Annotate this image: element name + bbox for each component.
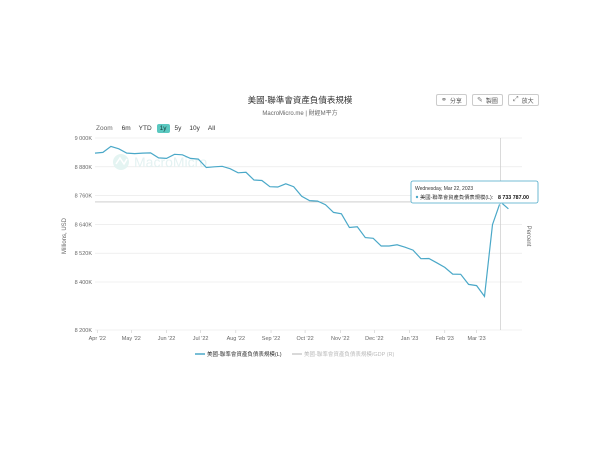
watermark: MacroMicro xyxy=(113,154,207,170)
zoom-selector: Zoom 6m YTD 1y 5y 10y All xyxy=(96,124,218,133)
expand-label: 放大 xyxy=(521,98,534,105)
y-tick-label: 8 200K xyxy=(75,328,93,334)
pencil-icon: ✎ xyxy=(477,97,483,104)
y-tick-label: 8 880K xyxy=(75,165,93,171)
zoom-10y[interactable]: 10y xyxy=(189,125,200,132)
tooltip-dot-icon xyxy=(415,195,419,199)
right-axis-label: Percent xyxy=(525,226,531,247)
share-label: 分享 xyxy=(449,98,462,105)
y-tick-label: 8 400K xyxy=(75,280,93,286)
y-axis: 8 200K 8 400K 8 520K 8 640K 8 760K 8 880K 9 00… xyxy=(75,136,93,334)
chart-title: 美國-聯準會資產負債表規模 xyxy=(247,95,353,105)
x-axis: Apr '22 May '22 Jun '22 Jul '22 Aug '22 Sep '… xyxy=(89,330,486,342)
expand-icon: ⤢ xyxy=(513,96,519,103)
zoom-label: Zoom xyxy=(96,125,113,132)
tooltip-value: 8 733 787.00 xyxy=(498,195,529,201)
x-tick-label: Oct '22 xyxy=(296,336,313,342)
edit-chart-button[interactable]: ✎ 製圖 xyxy=(472,94,503,106)
share-icon: ⚭ xyxy=(441,97,447,104)
x-tick-label: May '22 xyxy=(122,336,141,342)
zoom-1y[interactable]: 1y xyxy=(156,124,170,133)
zoom-all[interactable]: All xyxy=(207,125,216,132)
y-tick-label: 8 760K xyxy=(75,194,93,200)
x-tick-label: Aug '22 xyxy=(227,336,245,342)
y-tick-label: 8 640K xyxy=(75,222,93,228)
x-tick-label: Nov '22 xyxy=(331,336,349,342)
y-tick-label: 9 000K xyxy=(75,136,93,142)
legend-label-series-2: 美國-聯準會資產負債表規模/GDP (R) xyxy=(304,350,395,358)
legend-item-series-2[interactable]: 美國-聯準會資產負債表規模/GDP (R) xyxy=(292,350,395,358)
y-axis-label: Millions, USD xyxy=(62,217,68,254)
tooltip: Wednesday, Mar 22, 2023 美國-聯準會資產負債表規模(L)… xyxy=(410,180,539,204)
zoom-6m[interactable]: 6m xyxy=(121,125,131,132)
watermark-logo-icon xyxy=(113,154,129,170)
y-tick-label: 8 520K xyxy=(75,251,93,257)
chart-subtitle: MacroMicro.me | 財經M平方 xyxy=(262,111,338,117)
x-tick-label: Jan '23 xyxy=(401,336,419,342)
legend-item-series-1[interactable]: 美國-聯準會資產負債表規模(L) xyxy=(195,350,282,358)
share-button[interactable]: ⚭ 分享 xyxy=(436,94,467,106)
x-tick-label: Jun '22 xyxy=(158,336,176,342)
x-tick-label: Sep '22 xyxy=(262,336,280,342)
tooltip-series: 美國-聯準會資產負債表規模(L): xyxy=(420,193,493,201)
expand-button[interactable]: ⤢ 放大 xyxy=(508,94,539,106)
chart-card xyxy=(55,88,545,370)
legend: 美國-聯準會資產負債表規模(L) 美國-聯準會資產負債表規模/GDP (R) xyxy=(195,350,395,358)
series-line-fed-balance-sheet xyxy=(94,145,509,298)
x-tick-label: Mar '23 xyxy=(467,336,485,342)
x-tick-label: Dec '22 xyxy=(365,336,383,342)
zoom-5y[interactable]: 5y xyxy=(174,125,182,132)
x-tick-label: Apr '22 xyxy=(89,336,106,342)
legend-label-series-1: 美國-聯準會資產負債表規模(L) xyxy=(207,350,282,358)
grid xyxy=(95,137,522,331)
zoom-ytd[interactable]: YTD xyxy=(138,125,152,132)
edit-label: 製圖 xyxy=(485,98,498,105)
tooltip-date: Wednesday, Mar 22, 2023 xyxy=(415,186,473,192)
x-tick-label: Feb '23 xyxy=(436,336,454,342)
x-tick-label: Jul '22 xyxy=(193,336,209,342)
